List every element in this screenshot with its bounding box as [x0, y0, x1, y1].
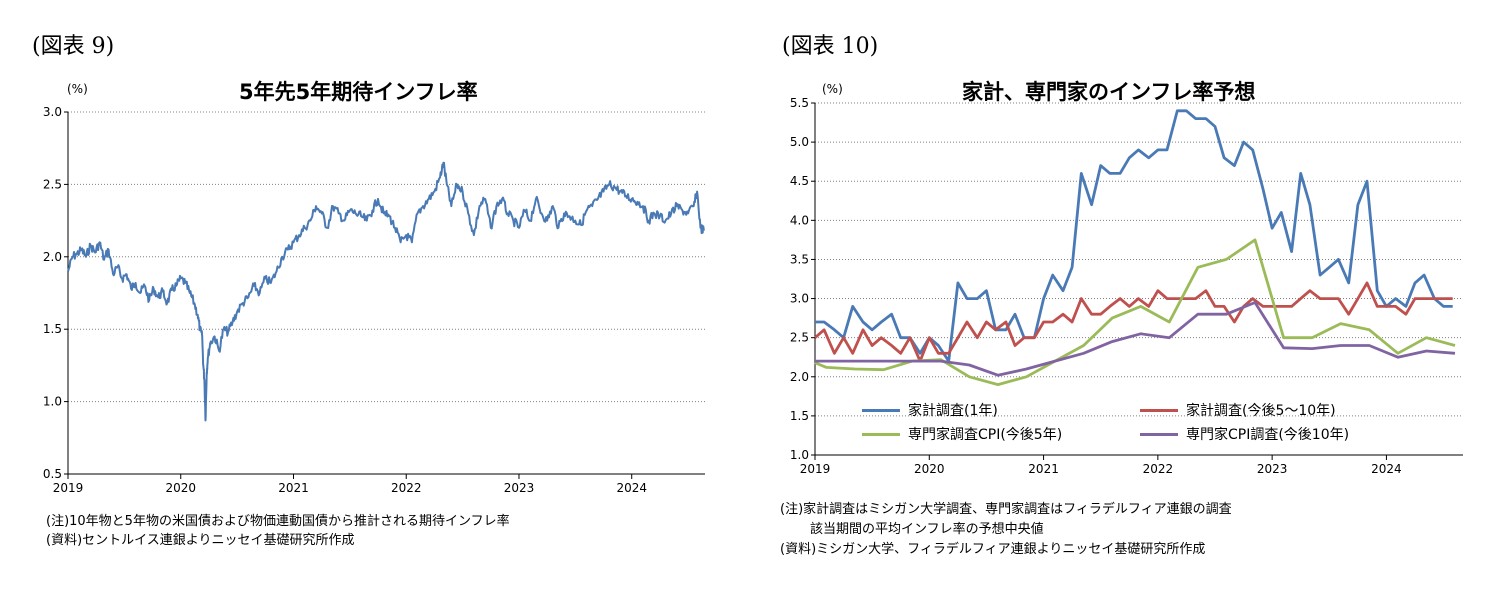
y-tick-label: 0.5 [43, 467, 62, 481]
source-left: (資料)セントルイス連銀よりニッセイ基礎研究所作成 [46, 533, 355, 548]
y-tick-label: 1.5 [790, 409, 809, 423]
legend-item-household-1y: 家計調査(1年) [862, 400, 998, 420]
legend-item-household-5-10y: 家計調査(今後5〜10年) [1140, 400, 1336, 420]
y-tick-label: 4.0 [790, 213, 809, 227]
legend-label: 専門家CPI調査(今後10年) [1186, 427, 1350, 443]
legend-label: 家計調査(1年) [908, 403, 998, 419]
chart-title-right: 家計、専門家のインフレ率予想 [962, 80, 1256, 104]
x-tick-label: 2022 [1143, 462, 1174, 476]
note-left: (注)10年物と5年物の米国債および物価連動国債から推計される期待インフレ率 [46, 514, 510, 529]
y-tick-label: 2.5 [790, 331, 809, 345]
y-tick-label: 1.0 [43, 395, 62, 409]
y-tick-label: 3.0 [790, 292, 809, 306]
y-tick-label: 5.5 [790, 96, 809, 110]
x-tick-label: 2021 [1028, 462, 1059, 476]
source-right: (資料)ミシガン大学、フィラデルフィア連銀よりニッセイ基礎研究所作成 [780, 542, 1206, 557]
y-tick-label: 1.0 [790, 448, 809, 462]
x-tick-label: 2022 [391, 481, 422, 495]
figure-10-label: (図表 10) [782, 34, 879, 59]
note-right: (注)家計調査はミシガン大学調査、専門家調査はフィラデルフィア連銀の調査 [780, 502, 1232, 517]
legend-item-pro-cpi-10y: 専門家CPI調査(今後10年) [1140, 424, 1349, 444]
y-tick-label: 1.5 [43, 322, 62, 336]
x-tick-label: 2019 [53, 481, 84, 495]
unit-label-left: (%) [67, 82, 88, 96]
y-tick-label: 3.0 [43, 105, 62, 119]
series-line-0 [67, 161, 705, 422]
legend-swatch [1140, 408, 1178, 412]
y-tick-label: 2.0 [790, 370, 809, 384]
legend-label: 専門家調査CPI(今後5年) [908, 427, 1063, 443]
legend-label: 家計調査(今後5〜10年) [1186, 403, 1336, 419]
legend-item-pro-cpi-5y: 専門家調査CPI(今後5年) [862, 424, 1062, 444]
y-tick-label: 3.5 [790, 252, 809, 266]
series-line-1 [814, 281, 1453, 363]
x-tick-label: 2024 [1371, 462, 1402, 476]
x-tick-label: 2023 [1257, 462, 1288, 476]
y-tick-label: 2.0 [43, 250, 62, 264]
series-line-2 [814, 238, 1456, 386]
x-tick-label: 2020 [165, 481, 196, 495]
legend-swatch [1140, 432, 1178, 436]
series-line-0 [815, 109, 1453, 363]
x-tick-label: 2020 [914, 462, 945, 476]
note-right-2: 該当期間の平均インフレ率の予想中央値 [810, 522, 1044, 537]
x-tick-label: 2024 [616, 481, 647, 495]
y-tick-label: 4.5 [790, 174, 809, 188]
x-tick-label: 2021 [278, 481, 309, 495]
chart-title-left: 5年先5年期待インフレ率 [239, 80, 478, 104]
y-tick-label: 5.0 [790, 135, 809, 149]
unit-label-right: (%) [822, 82, 843, 96]
legend-swatch [862, 432, 900, 436]
legend-swatch [862, 408, 900, 412]
x-tick-label: 2023 [504, 481, 535, 495]
series-line-3 [815, 301, 1456, 377]
x-tick-label: 2019 [800, 462, 831, 476]
figure-9-label: (図表 9) [32, 34, 115, 59]
y-tick-label: 2.5 [43, 177, 62, 191]
